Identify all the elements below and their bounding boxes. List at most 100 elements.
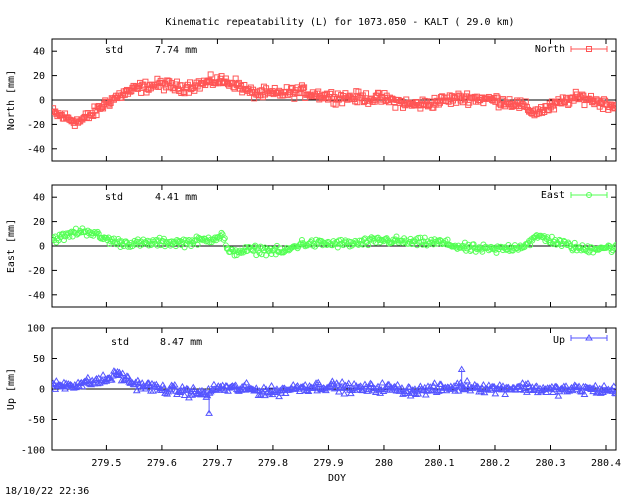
up-data-point	[308, 384, 317, 392]
x-tick-label: 279.9	[313, 458, 343, 469]
east-data-point	[444, 236, 451, 243]
up-data-point	[523, 388, 531, 395]
east-data-point	[185, 237, 192, 244]
up-data-point	[542, 388, 551, 396]
up-points	[52, 365, 616, 416]
up-data-point	[554, 392, 563, 399]
north-ytick-label: 40	[33, 47, 45, 58]
north-ytick-label: 20	[33, 71, 45, 82]
up-data-point	[612, 389, 616, 397]
x-tick-label: 280	[375, 458, 393, 469]
timestamp: 18/10/22 22:36	[5, 486, 89, 496]
up-data-point	[258, 389, 267, 396]
up-data-point	[237, 386, 245, 393]
up-data-point	[340, 389, 349, 397]
up-data-point	[275, 392, 284, 400]
east-data-point	[548, 233, 555, 240]
up-data-point	[180, 391, 189, 399]
up-data-point	[562, 382, 570, 389]
up-data-point	[455, 382, 464, 390]
up-data-point	[494, 385, 503, 392]
north-data-point	[52, 109, 55, 116]
north-data-point	[392, 104, 399, 111]
x-axis-label: DOY	[328, 473, 346, 484]
east-std-value: 4.41 mm	[155, 192, 197, 203]
east-ytick-label: 40	[33, 193, 45, 204]
up-data-point	[315, 380, 324, 388]
up-series	[52, 365, 616, 416]
north-ytick-label: -40	[27, 144, 45, 155]
north-data-point	[163, 84, 170, 91]
north-legend-marker	[586, 46, 592, 52]
up-data-point	[423, 387, 431, 394]
north-data-point	[300, 85, 307, 92]
up-data-point	[479, 381, 488, 388]
up-data-point	[301, 381, 310, 388]
north-data-point	[291, 95, 298, 102]
east-data-point	[390, 236, 397, 243]
east-data-point	[489, 245, 496, 252]
up-data-point	[224, 387, 232, 394]
north-data-point	[93, 112, 100, 119]
north-data-point	[493, 93, 500, 100]
up-data-point	[166, 386, 175, 393]
east-data-point	[611, 243, 616, 250]
east-data-point	[385, 240, 392, 247]
east-legend-label: East	[541, 190, 565, 201]
up-outlier-point	[457, 365, 466, 372]
north-std-value: 7.74 mm	[155, 45, 197, 56]
east-series	[52, 225, 616, 259]
up-data-point	[52, 377, 61, 384]
up-data-point	[414, 390, 423, 397]
up-data-point	[360, 385, 368, 392]
up-data-point	[346, 389, 355, 397]
up-data-point	[531, 383, 540, 390]
up-data-point	[463, 376, 472, 384]
up-data-point	[52, 380, 59, 387]
east-data-point	[191, 238, 198, 245]
north-std-label: std	[105, 45, 123, 56]
east-std-label: std	[105, 192, 123, 203]
x-tick-label: 280.4	[591, 458, 621, 469]
up-legend-marker	[585, 334, 593, 341]
up-data-point	[412, 390, 420, 398]
north-ytick-label: -20	[27, 120, 45, 131]
east-ytick-label: -40	[27, 290, 45, 301]
north-data-point	[581, 102, 588, 109]
north-data-point	[464, 90, 471, 97]
east-data-point	[419, 241, 426, 248]
up-data-point	[384, 380, 393, 388]
up-data-point	[491, 389, 500, 397]
east-ylabel: East [mm]	[6, 219, 17, 273]
up-data-point	[405, 383, 414, 391]
east-data-point	[194, 241, 201, 248]
up-data-point	[553, 383, 562, 391]
up-data-point	[107, 375, 116, 383]
up-data-point	[304, 387, 313, 395]
up-data-point	[229, 382, 238, 390]
north-data-point	[334, 90, 341, 97]
north-data-point	[207, 71, 214, 78]
east-data-point	[592, 245, 599, 252]
up-data-point	[182, 384, 191, 392]
x-tick-label: 280.1	[424, 458, 454, 469]
north-series	[52, 71, 616, 129]
north-data-point	[155, 83, 162, 90]
up-data-point	[83, 373, 92, 381]
up-data-point	[390, 382, 399, 390]
up-data-point	[512, 386, 520, 393]
x-tick-label: 280.2	[480, 458, 510, 469]
east-data-point	[122, 238, 129, 245]
east-data-point	[172, 243, 179, 250]
east-data-point	[251, 243, 258, 250]
up-data-point	[570, 381, 579, 388]
east-data-point	[569, 247, 576, 254]
north-data-point	[611, 104, 616, 111]
up-data-point	[170, 381, 179, 388]
east-data-point	[145, 242, 152, 249]
up-outlier-point	[113, 367, 122, 375]
up-data-point	[119, 376, 128, 383]
north-points	[52, 71, 616, 129]
north-data-point	[142, 78, 149, 85]
up-data-point	[204, 384, 213, 392]
